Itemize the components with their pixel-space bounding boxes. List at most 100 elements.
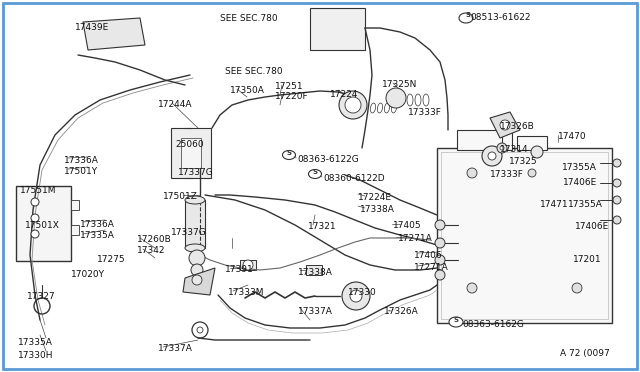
Circle shape <box>386 88 406 108</box>
Ellipse shape <box>185 244 205 252</box>
Circle shape <box>482 146 502 166</box>
Text: 17405: 17405 <box>393 221 422 230</box>
Circle shape <box>192 275 202 285</box>
Text: 17355A: 17355A <box>568 200 603 209</box>
Text: 17335A: 17335A <box>18 338 53 347</box>
Text: SEE SEC.780: SEE SEC.780 <box>225 67 283 76</box>
Ellipse shape <box>449 317 463 327</box>
Text: 17406E: 17406E <box>575 222 609 231</box>
Text: 17220F: 17220F <box>275 92 308 101</box>
Bar <box>457 130 512 150</box>
Text: 17335A: 17335A <box>80 231 115 240</box>
Text: 17336A: 17336A <box>64 156 99 165</box>
Text: 17439E: 17439E <box>75 23 109 32</box>
Polygon shape <box>83 18 145 50</box>
Ellipse shape <box>459 13 473 23</box>
Text: 17471: 17471 <box>540 200 568 209</box>
Text: 17275: 17275 <box>97 255 125 264</box>
Text: 17326A: 17326A <box>384 307 419 316</box>
Text: 17406: 17406 <box>414 251 443 260</box>
Circle shape <box>613 216 621 224</box>
Text: SEE SEC.780: SEE SEC.780 <box>220 14 278 23</box>
Text: 08363-6122G: 08363-6122G <box>297 155 359 164</box>
Circle shape <box>339 91 367 119</box>
Circle shape <box>31 214 39 222</box>
Circle shape <box>191 264 203 276</box>
Text: 17224: 17224 <box>330 90 358 99</box>
Circle shape <box>528 169 536 177</box>
Ellipse shape <box>185 196 205 204</box>
Bar <box>171 128 211 178</box>
Bar <box>310 8 365 50</box>
Text: 17501Z: 17501Z <box>163 192 198 201</box>
Text: 17355A: 17355A <box>562 163 597 172</box>
Circle shape <box>531 146 543 158</box>
Bar <box>306 265 322 275</box>
Circle shape <box>613 196 621 204</box>
Text: S: S <box>454 317 458 323</box>
Text: 17321: 17321 <box>308 222 337 231</box>
Bar <box>71 200 79 210</box>
Text: 17201: 17201 <box>573 255 602 264</box>
Text: 17251: 17251 <box>275 82 303 91</box>
Text: 17501Y: 17501Y <box>64 167 98 176</box>
Text: 17406E: 17406E <box>563 178 597 187</box>
Text: 17338A: 17338A <box>298 268 333 277</box>
Circle shape <box>189 250 205 266</box>
Text: 17325: 17325 <box>509 157 538 166</box>
Text: 17327: 17327 <box>27 292 56 301</box>
Text: 17314: 17314 <box>500 145 529 154</box>
Text: 17244A: 17244A <box>158 100 193 109</box>
Circle shape <box>497 143 507 153</box>
Circle shape <box>435 255 445 265</box>
Text: S: S <box>287 150 291 156</box>
Text: 17326B: 17326B <box>500 122 535 131</box>
Text: 17333F: 17333F <box>490 170 524 179</box>
Bar <box>240 260 256 270</box>
Circle shape <box>435 220 445 230</box>
Text: 17337G: 17337G <box>171 228 207 237</box>
Bar <box>185 200 205 248</box>
Text: 17271A: 17271A <box>414 263 449 272</box>
Text: 17271A: 17271A <box>398 234 433 243</box>
Text: 17260B: 17260B <box>137 235 172 244</box>
Bar <box>517 136 547 150</box>
Polygon shape <box>490 112 520 138</box>
Text: 17330: 17330 <box>348 288 377 297</box>
Text: 17470: 17470 <box>558 132 587 141</box>
Circle shape <box>467 283 477 293</box>
Text: 17333F: 17333F <box>408 108 442 117</box>
Text: 17330H: 17330H <box>18 351 54 360</box>
Text: 08513-61622: 08513-61622 <box>470 13 531 22</box>
Circle shape <box>342 282 370 310</box>
Text: 17337A: 17337A <box>158 344 193 353</box>
Circle shape <box>435 238 445 248</box>
Text: 17350A: 17350A <box>230 86 265 95</box>
Text: 17391: 17391 <box>225 265 253 274</box>
Bar <box>181 138 201 168</box>
Text: S: S <box>465 12 470 18</box>
Text: 17333M: 17333M <box>228 288 264 297</box>
Circle shape <box>345 97 361 113</box>
Text: 17342: 17342 <box>137 246 166 255</box>
Circle shape <box>350 290 362 302</box>
Circle shape <box>31 230 39 238</box>
Polygon shape <box>183 268 215 295</box>
Bar <box>437 148 612 323</box>
Circle shape <box>500 120 510 130</box>
Circle shape <box>435 270 445 280</box>
Circle shape <box>467 168 477 178</box>
Text: 17020Y: 17020Y <box>71 270 105 279</box>
Text: 08363-6162G: 08363-6162G <box>462 320 524 329</box>
Circle shape <box>31 198 39 206</box>
Circle shape <box>613 179 621 187</box>
Text: A 72 (0097: A 72 (0097 <box>560 349 610 358</box>
Text: S: S <box>312 169 317 175</box>
Bar <box>71 225 79 235</box>
Text: 17337A: 17337A <box>298 307 333 316</box>
Text: 17337G: 17337G <box>178 168 214 177</box>
Text: 17325N: 17325N <box>382 80 417 89</box>
Bar <box>16 186 71 261</box>
Circle shape <box>243 260 253 270</box>
Circle shape <box>572 283 582 293</box>
